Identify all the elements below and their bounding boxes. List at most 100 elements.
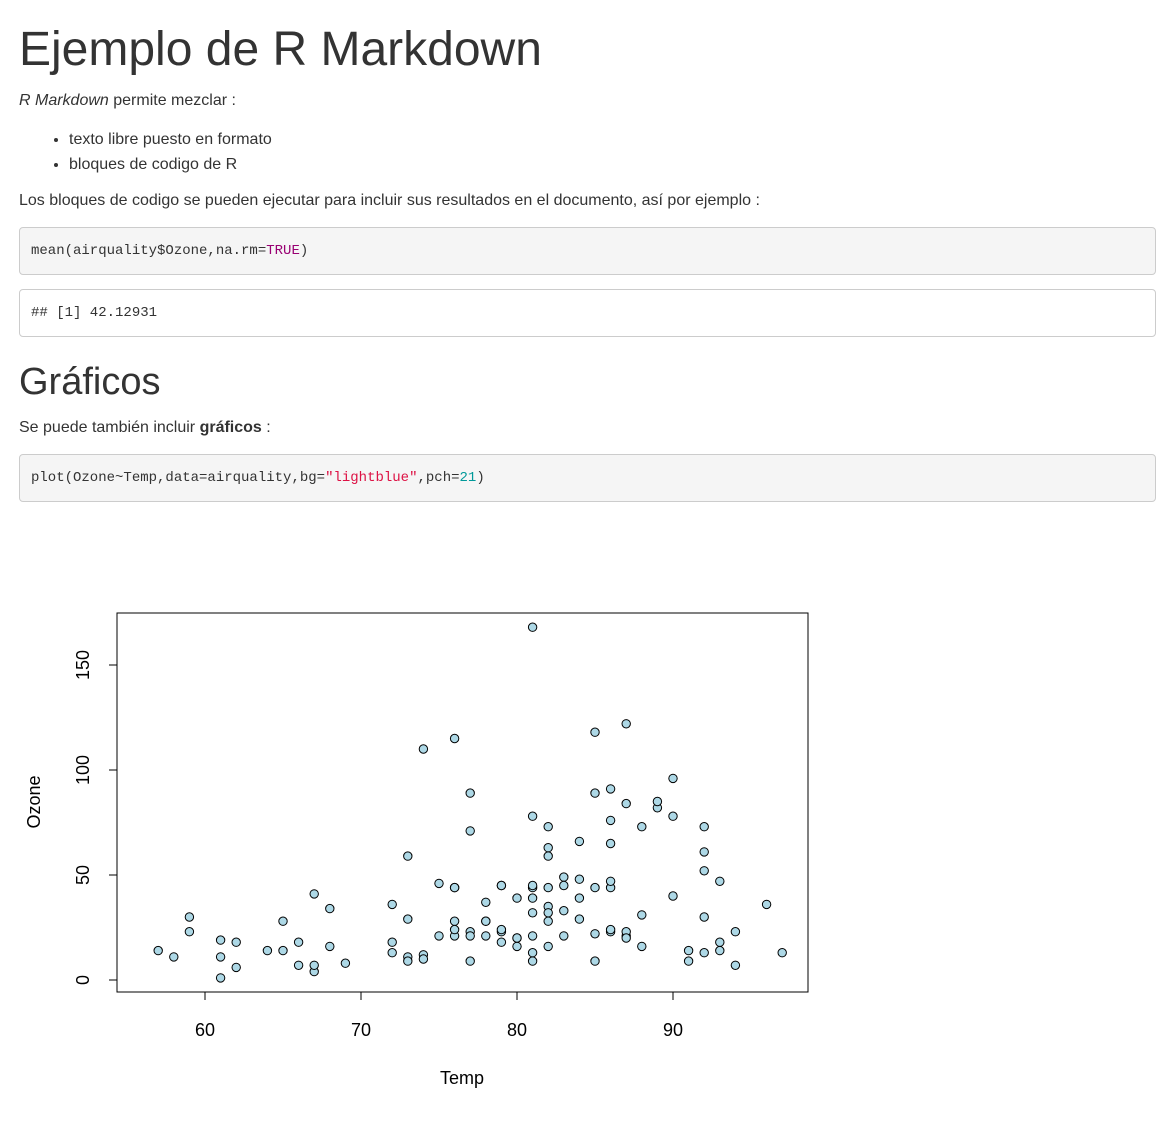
- data-point: [621, 798, 631, 809]
- data-point: [309, 889, 319, 899]
- x-tick-label: 80: [507, 1020, 527, 1040]
- data-point: [527, 811, 538, 821]
- data-point: [605, 815, 616, 826]
- y-tick-label: 0: [73, 975, 93, 985]
- x-tick-label: 70: [351, 1020, 371, 1040]
- data-point: [387, 948, 397, 958]
- data-point: [621, 719, 631, 729]
- list-item: texto libre puesto en formato: [69, 127, 272, 152]
- data-point: [590, 929, 600, 939]
- data-point: [215, 952, 226, 962]
- code-number: 21: [459, 470, 477, 486]
- data-point: [543, 916, 553, 926]
- data-point: [683, 956, 694, 966]
- data-point: [434, 931, 444, 941]
- code-block-mean: mean(airquality$Ozone,na.rm=TRUE): [19, 227, 1156, 275]
- data-point: [496, 880, 507, 891]
- data-point: [215, 935, 226, 945]
- x-axis-label: Temp: [440, 1068, 484, 1088]
- data-point: [527, 908, 538, 918]
- data-point: [605, 924, 616, 935]
- plot-axes: 60 70 80 90 0 50 100 150: [73, 650, 683, 1040]
- data-point: [715, 945, 725, 956]
- data-point: [668, 891, 678, 901]
- data-point: [481, 916, 491, 926]
- data-point: [637, 910, 647, 920]
- page-title: Ejemplo de R Markdown: [19, 23, 542, 76]
- y-tick-label: 50: [73, 865, 93, 885]
- data-point: [621, 933, 631, 943]
- data-point: [574, 874, 585, 884]
- bullet-list: texto libre puesto en formato bloques de…: [19, 127, 272, 177]
- data-point: [527, 893, 538, 903]
- data-point: [543, 851, 553, 861]
- data-point: [403, 914, 413, 924]
- data-point: [559, 872, 569, 882]
- section-title: Gráficos: [19, 361, 161, 403]
- data-point: [527, 880, 538, 891]
- data-point: [403, 956, 413, 966]
- data-point: [730, 927, 741, 937]
- data-point: [496, 937, 507, 947]
- x-tick-label: 90: [663, 1020, 683, 1040]
- data-point: [169, 952, 179, 962]
- data-point: [262, 945, 273, 956]
- data-point: [543, 822, 553, 832]
- graphics-text-end: :: [261, 419, 271, 436]
- data-point: [387, 937, 397, 947]
- data-point: [231, 937, 241, 947]
- data-point: [512, 933, 522, 943]
- data-point: [481, 931, 491, 941]
- data-point: [184, 927, 195, 937]
- data-point: [215, 973, 226, 983]
- data-point: [153, 945, 163, 956]
- graphics-strong: gráficos: [199, 419, 262, 436]
- intro-text: permite mezclar :: [108, 92, 236, 109]
- data-point: [465, 931, 475, 941]
- plot-frame: [116, 612, 809, 993]
- data-point: [668, 773, 678, 784]
- data-point: [527, 948, 538, 958]
- data-point: [418, 954, 429, 964]
- data-point: [403, 851, 413, 861]
- data-point: [325, 941, 335, 952]
- data-point: [715, 876, 725, 886]
- data-point: [465, 956, 475, 966]
- data-point: [637, 822, 647, 832]
- data-point: [605, 784, 616, 794]
- data-point: [465, 788, 475, 798]
- code-text: ): [476, 470, 485, 486]
- data-point: [465, 826, 475, 836]
- intro-paragraph: R Markdown permite mezclar :: [19, 90, 236, 112]
- plot-points: [153, 622, 787, 983]
- data-point: [527, 931, 538, 941]
- data-point: [449, 916, 460, 926]
- code-keyword: TRUE: [266, 243, 300, 259]
- data-point: [527, 622, 538, 632]
- data-point: [699, 912, 709, 922]
- data-point: [590, 882, 600, 893]
- data-point: [668, 811, 678, 821]
- data-point: [543, 882, 553, 893]
- data-point: [777, 948, 787, 958]
- data-point: [683, 945, 694, 956]
- data-point: [387, 899, 397, 910]
- data-point: [512, 941, 522, 952]
- data-point: [699, 847, 709, 857]
- data-point: [637, 941, 647, 952]
- data-point: [184, 912, 195, 922]
- y-tick-label: 100: [73, 755, 93, 785]
- data-point: [231, 962, 241, 973]
- code-text: ): [299, 243, 309, 259]
- data-point: [559, 880, 569, 891]
- data-point: [574, 893, 585, 903]
- code-text: ,pch=: [417, 470, 460, 486]
- data-point: [652, 796, 663, 807]
- data-point: [761, 899, 772, 910]
- data-point: [278, 945, 288, 956]
- data-point: [699, 866, 709, 876]
- data-point: [293, 960, 304, 970]
- x-tick-label: 60: [195, 1020, 215, 1040]
- code-text: plot(Ozone~Temp,data=airquality,bg=: [31, 470, 326, 486]
